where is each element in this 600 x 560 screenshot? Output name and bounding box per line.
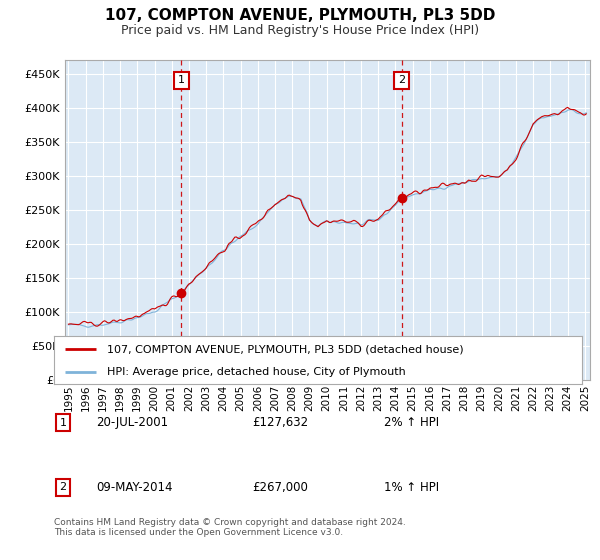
Text: Contains HM Land Registry data © Crown copyright and database right 2024.
This d: Contains HM Land Registry data © Crown c… — [54, 518, 406, 538]
Text: Price paid vs. HM Land Registry's House Price Index (HPI): Price paid vs. HM Land Registry's House … — [121, 24, 479, 36]
Text: HPI: Average price, detached house, City of Plymouth: HPI: Average price, detached house, City… — [107, 367, 406, 377]
Text: 107, COMPTON AVENUE, PLYMOUTH, PL3 5DD (detached house): 107, COMPTON AVENUE, PLYMOUTH, PL3 5DD (… — [107, 344, 463, 354]
Text: 107, COMPTON AVENUE, PLYMOUTH, PL3 5DD: 107, COMPTON AVENUE, PLYMOUTH, PL3 5DD — [105, 8, 495, 24]
Text: 2: 2 — [59, 482, 67, 492]
Text: 2: 2 — [398, 76, 405, 86]
Text: £267,000: £267,000 — [252, 480, 308, 494]
Text: £127,632: £127,632 — [252, 416, 308, 430]
Text: 09-MAY-2014: 09-MAY-2014 — [96, 480, 173, 494]
Text: 1: 1 — [59, 418, 67, 428]
Text: 1: 1 — [178, 76, 185, 86]
Text: 1% ↑ HPI: 1% ↑ HPI — [384, 480, 439, 494]
Text: 2% ↑ HPI: 2% ↑ HPI — [384, 416, 439, 430]
Text: 20-JUL-2001: 20-JUL-2001 — [96, 416, 168, 430]
